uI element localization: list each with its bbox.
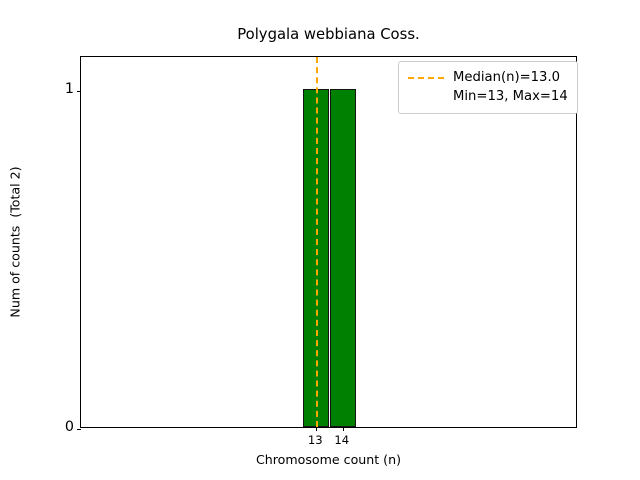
legend-entry-median: Median(n)=13.0 xyxy=(408,68,568,87)
chart-title: Polygala webbiana Coss. xyxy=(237,26,420,43)
y-tick-label: 1 xyxy=(64,80,74,97)
x-tick-mark xyxy=(316,427,318,431)
legend-label-median: Median(n)=13.0 xyxy=(453,70,561,85)
y-axis-label-container: Num of counts (Total 2) xyxy=(0,56,30,428)
x-tick-mark xyxy=(342,427,344,431)
plot-inner xyxy=(81,57,576,427)
y-axis-label: Num of counts (Total 2) xyxy=(7,166,23,318)
median-line xyxy=(316,57,319,427)
legend-label-minmax: Min=13, Max=14 xyxy=(453,89,568,104)
x-axis-label: Chromosome count (n) xyxy=(256,452,401,467)
legend: Median(n)=13.0 Min=13, Max=14 xyxy=(398,61,578,114)
x-tick-label: 13 xyxy=(307,433,323,447)
bar xyxy=(303,88,330,427)
plot-area xyxy=(77,56,577,431)
y-tick-mark xyxy=(77,90,81,92)
y-tick-mark xyxy=(77,429,81,430)
x-tick-label: 14 xyxy=(334,433,350,447)
y-tick-label: 0 xyxy=(64,419,74,435)
dashed-line-icon xyxy=(408,76,444,79)
legend-entry-minmax: Min=13, Max=14 xyxy=(408,87,568,106)
bar xyxy=(329,88,356,427)
